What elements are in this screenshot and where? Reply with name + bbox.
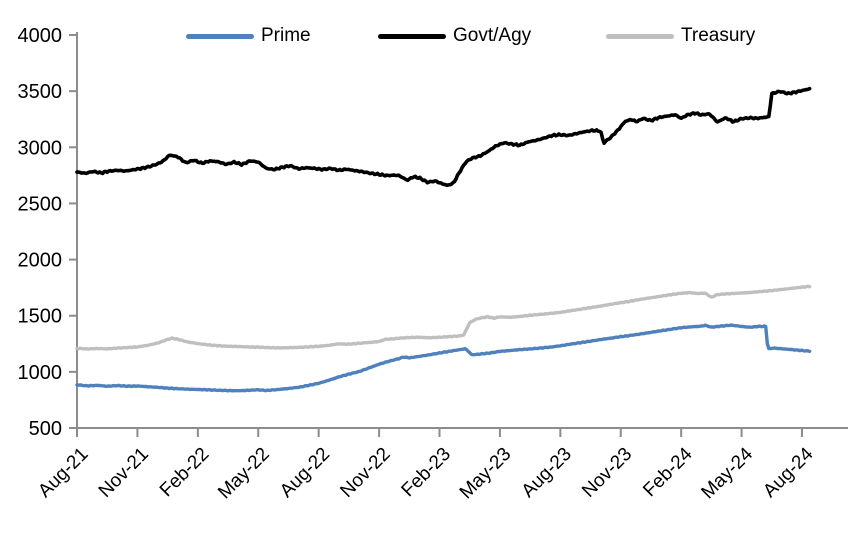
x-tick-label: Aug-24 — [759, 443, 817, 501]
x-tick-label: Nov-21 — [95, 444, 153, 502]
y-tick-label: 2500 — [18, 193, 63, 215]
x-tick-label: Feb-22 — [156, 444, 213, 501]
legend-label-prime: Prime — [261, 25, 311, 46]
x-tick-label: May-24 — [697, 443, 757, 503]
prime-series-line — [75, 323, 812, 393]
legend: Prime Govt/Agy Treasury — [0, 22, 852, 50]
x-tick-label: Aug-23 — [518, 444, 576, 502]
legend-item-govt-agy: Govt/Agy — [378, 22, 531, 50]
x-tick-label: Feb-24 — [639, 443, 697, 501]
y-tick-label: 2000 — [18, 250, 63, 272]
treasury-series-line — [75, 284, 812, 351]
y-tick-label: 3500 — [18, 81, 63, 103]
legend-label-treasury: Treasury — [681, 25, 756, 46]
x-tick-label: Nov-22 — [336, 444, 394, 502]
legend-item-treasury: Treasury — [606, 22, 755, 50]
x-tick-label: Aug-21 — [34, 444, 92, 502]
y-tick-label: 1500 — [18, 306, 63, 328]
treasury-line-swatch — [606, 33, 674, 39]
legend-item-prime: Prime — [186, 22, 311, 50]
y-tick-label: 1000 — [18, 362, 63, 384]
x-tick-label: Aug-22 — [276, 444, 334, 502]
y-tick-label: 3000 — [18, 137, 63, 159]
x-tick-label: May-23 — [456, 444, 516, 504]
legend-label-govt-agy: Govt/Agy — [453, 25, 532, 46]
govt-agy-line-swatch — [378, 33, 446, 39]
x-tick-label: Feb-23 — [398, 444, 455, 501]
x-tick-label: Nov-23 — [578, 444, 636, 502]
y-tick-label: 4000 — [18, 25, 63, 47]
y-tick-label: 500 — [29, 418, 62, 440]
govt-agy-series-line — [75, 86, 812, 188]
prime-line-swatch — [186, 33, 254, 39]
x-tick-label: May-22 — [214, 444, 274, 504]
